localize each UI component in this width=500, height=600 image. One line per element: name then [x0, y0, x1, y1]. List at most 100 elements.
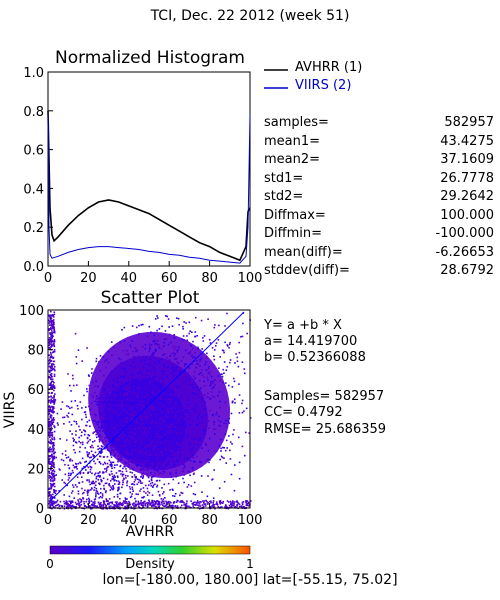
scatter-point [211, 505, 213, 507]
scatter-point [130, 375, 132, 378]
scatter-point [48, 410, 51, 413]
scatter-point [104, 468, 106, 470]
scatter-point [49, 333, 52, 336]
scatter-point [61, 505, 64, 508]
scatter-point [246, 504, 249, 507]
scatter-point [208, 338, 211, 341]
scatter-x-tick-label: 20 [80, 513, 97, 528]
scatter-point [245, 501, 247, 504]
scatter-point [73, 449, 75, 451]
scatter-point [203, 408, 206, 410]
scatter-point [131, 439, 134, 442]
scatter-point [227, 384, 230, 387]
scatter-point [115, 439, 118, 442]
scatter-point [98, 482, 100, 485]
scatter-point [154, 341, 157, 343]
scatter-point [95, 475, 98, 478]
scatter-point [104, 491, 107, 494]
scatter-point [74, 466, 76, 468]
scatter-point [116, 504, 118, 506]
scatter-point [145, 416, 148, 419]
scatter-point [154, 438, 157, 441]
scatter-point [53, 401, 55, 403]
scatter-point [162, 421, 164, 423]
scatter-point [48, 424, 50, 427]
scatter-point [79, 429, 81, 431]
scatter-point [121, 390, 123, 393]
scatter-point [160, 358, 163, 361]
scatter-point [99, 487, 102, 490]
scatter-point [141, 477, 144, 479]
scatter-point [113, 504, 115, 506]
scatter-point [147, 469, 149, 471]
scatter-point [161, 461, 163, 463]
scatter-point [194, 410, 196, 412]
scatter-point [142, 502, 145, 504]
scatter-point [161, 436, 164, 438]
scatter-point [206, 352, 208, 355]
scatter-point [49, 491, 51, 493]
scatter-point [145, 462, 148, 465]
scatter-point [159, 463, 162, 466]
scatter-point [156, 417, 159, 419]
scatter-point [83, 433, 86, 436]
scatter-point [192, 505, 194, 507]
scatter-point [246, 332, 248, 335]
scatter-point [138, 427, 141, 429]
scatter-point [51, 343, 53, 346]
scatter-point [124, 505, 126, 508]
scatter-point [48, 376, 51, 379]
scatter-point [119, 464, 122, 467]
scatter-point [183, 501, 185, 504]
scatter-point [155, 458, 157, 460]
scatter-point [86, 442, 89, 444]
scatter-point [226, 447, 228, 449]
scatter-point [90, 487, 93, 489]
scatter-point [135, 504, 138, 507]
scatter-point [48, 370, 50, 372]
scatter-point [154, 472, 156, 474]
scatter-point-cloud [48, 310, 252, 510]
scatter-point [145, 452, 147, 454]
scatter-point [181, 501, 183, 504]
scatter-point [71, 406, 73, 409]
scatter-point [175, 386, 177, 389]
scatter-point [126, 432, 128, 434]
scatter-point [178, 368, 181, 370]
scatter-point [136, 385, 139, 388]
scatter-point [194, 443, 197, 445]
scatter-point [161, 444, 163, 447]
scatter-point [182, 477, 184, 480]
scatter-point [120, 364, 122, 367]
scatter-point [178, 371, 181, 373]
scatter-point [49, 441, 52, 444]
scatter-point [127, 429, 130, 432]
scatter-point [82, 497, 84, 500]
scatter-point [106, 379, 108, 381]
scatter-point [49, 421, 52, 423]
scatter-point [137, 434, 140, 437]
scatter-point [146, 461, 148, 464]
scatter-point [109, 444, 112, 447]
scatter-point [111, 390, 114, 393]
scatter-point [248, 432, 251, 434]
scatter-point [196, 424, 198, 426]
scatter-point [151, 494, 154, 496]
scatter-point [126, 482, 128, 484]
identity-line [49, 311, 245, 502]
scatter-point [105, 482, 108, 485]
scatter-point [145, 399, 147, 401]
scatter-point [170, 384, 172, 387]
scatter-point [200, 425, 202, 427]
scatter-point [116, 381, 119, 383]
scatter-point [142, 472, 145, 475]
scatter-point [143, 380, 146, 383]
scatter-point [177, 413, 180, 416]
scatter-point [129, 455, 132, 458]
scatter-point [88, 481, 91, 483]
scatter-point [110, 487, 113, 490]
scatter-point [168, 418, 171, 421]
scatter-point [66, 484, 68, 487]
scatter-point [124, 444, 126, 447]
scatter-point [124, 497, 127, 499]
